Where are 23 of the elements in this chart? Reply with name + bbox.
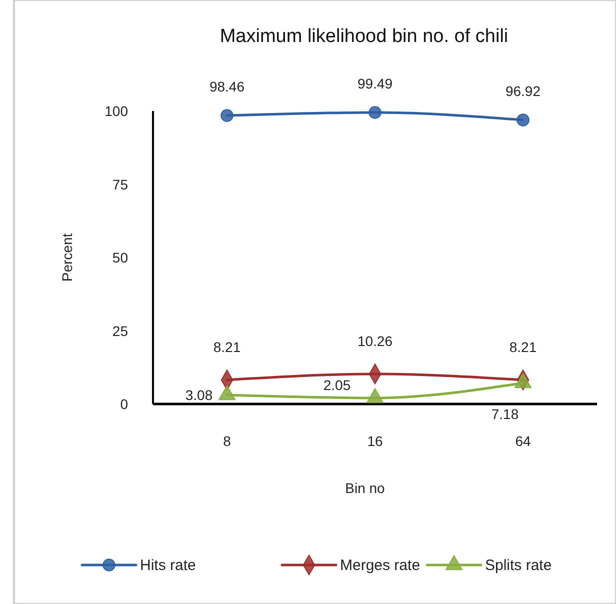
legend-label: Merges rate (340, 557, 420, 574)
chart-title: Maximum likelihood bin no. of chili (220, 26, 508, 47)
data-label: 8.21 (213, 338, 241, 355)
data-label: 10.26 (357, 332, 393, 349)
legend-label: Hits rate (140, 557, 196, 574)
x-tick-label: 16 (367, 433, 383, 449)
y-axis-title: Percent (59, 233, 75, 282)
y-tick-label: 100 (104, 103, 128, 119)
data-label: 96.92 (505, 83, 541, 100)
y-tick-label: 0 (120, 396, 128, 412)
x-tick-label: 8 (223, 433, 232, 449)
data-label: 8.21 (509, 338, 537, 355)
legend-label: Splits rate (485, 557, 552, 574)
y-tick-label: 25 (112, 322, 128, 339)
x-tick-label: 64 (515, 433, 531, 449)
y-tick-label: 50 (112, 250, 128, 266)
data-label: 2.05 (323, 376, 351, 393)
data-label: 3.08 (185, 386, 213, 403)
data-label: 7.18 (491, 406, 519, 422)
data-label: 98.46 (209, 78, 245, 95)
y-tick-label: 75 (112, 176, 128, 192)
x-axis-title: Bin no (345, 480, 386, 496)
data-label: 99.49 (357, 75, 393, 92)
